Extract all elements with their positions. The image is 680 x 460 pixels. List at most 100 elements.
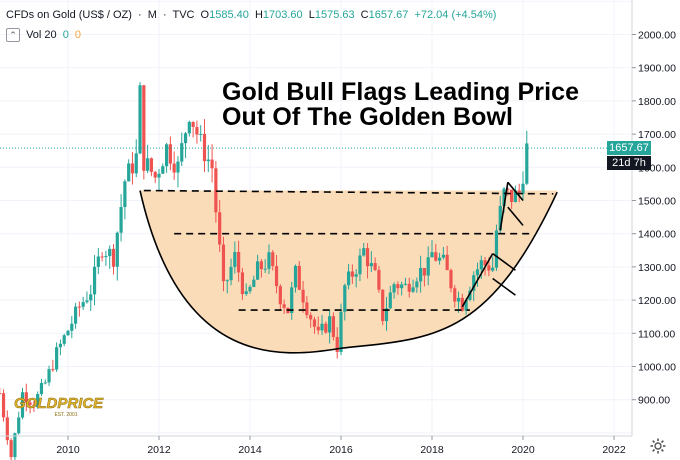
gear-icon[interactable] [650, 438, 666, 454]
interval[interactable]: M [147, 9, 157, 21]
candle-body [51, 369, 55, 371]
candle-body [271, 252, 275, 267]
candle-body [55, 347, 59, 370]
y-tick-label: 2000.00 [638, 30, 676, 42]
trend-lines [143, 189, 554, 311]
candle-body [320, 323, 324, 331]
candle-body [339, 311, 343, 352]
candle-body [89, 294, 93, 301]
candle-body [180, 143, 184, 162]
candle-body [199, 133, 203, 135]
x-tick-label: 2016 [329, 444, 353, 456]
x-tick-label: 2020 [511, 444, 535, 456]
candle-body [479, 260, 483, 270]
candle-body [384, 308, 389, 322]
candle-body [195, 127, 199, 135]
candle-body [377, 269, 381, 290]
candle-body [365, 248, 370, 267]
candle-body [487, 265, 491, 271]
candle-body [210, 159, 214, 169]
golden-bowl-outline [139, 190, 558, 354]
candle-body [123, 181, 127, 208]
candle-body [354, 274, 358, 277]
candle-body [453, 288, 457, 302]
candle-body [104, 256, 108, 258]
candle-body [502, 188, 506, 206]
candle-body [127, 163, 131, 182]
candle-body [221, 244, 226, 282]
candle-body [206, 159, 210, 162]
candle-body [297, 265, 301, 290]
candle-body [464, 299, 468, 311]
candle-body [468, 290, 472, 300]
candle-body [293, 265, 298, 288]
close-label: C [360, 9, 369, 21]
high-value: 1703.60 [262, 9, 303, 21]
candle-body [9, 440, 13, 458]
candle-body [229, 266, 233, 281]
symbol-name[interactable]: CFDs on Gold (US$ / OZ) [6, 9, 132, 21]
candle-body [517, 190, 521, 194]
candle-body [81, 302, 85, 307]
candle-body [331, 316, 336, 337]
low-label: L [308, 9, 315, 21]
data-source: TVC [172, 9, 195, 21]
y-tick-label: 1000.00 [638, 362, 676, 374]
candle-body [456, 297, 461, 302]
candle-body [161, 166, 165, 174]
candle-body [108, 248, 112, 257]
candle-body [157, 173, 161, 178]
candle-body [437, 257, 442, 261]
candle-body [225, 280, 229, 282]
flag-upper-line [492, 252, 516, 271]
candle-body [426, 257, 430, 276]
candle-body [430, 252, 434, 258]
candle-body [267, 252, 271, 269]
candle-body [324, 323, 328, 333]
open-label: O [200, 9, 210, 21]
candle-body [153, 171, 157, 178]
last-price-tag: 1657.67 [607, 141, 651, 156]
y-tick-label: 1100.00 [638, 328, 675, 340]
candle-body [449, 270, 453, 289]
candle-body [70, 323, 74, 331]
candle-body [13, 433, 17, 458]
candle-body [58, 343, 63, 348]
candle-body [335, 336, 339, 352]
volume-label[interactable]: Vol 20 [26, 28, 57, 41]
candle-body [282, 304, 286, 308]
candle-body [24, 392, 28, 403]
candle-body [400, 284, 404, 289]
candle-body [0, 393, 2, 395]
candle-body [263, 268, 267, 270]
y-tick-label: 1300.00 [638, 262, 676, 274]
candle-body [388, 292, 392, 309]
candle-body [392, 284, 396, 293]
x-tick-label: 2022 [602, 444, 626, 456]
y-tick-label: 1700.00 [638, 129, 676, 141]
candle-body [248, 286, 252, 292]
y-tick-label: 1200.00 [638, 295, 676, 307]
candle-body [244, 291, 248, 295]
candle-body [149, 158, 154, 172]
candle-body [176, 161, 180, 173]
candle-body [369, 263, 373, 267]
candle-body [96, 256, 100, 267]
collapse-chevron-icon[interactable]: ⌃ [6, 28, 20, 42]
candle-body [164, 144, 169, 167]
candle-body [5, 417, 9, 441]
candle-body [494, 230, 499, 268]
flag-pole [461, 253, 494, 308]
candle-body [138, 85, 142, 154]
candle-body [510, 189, 514, 203]
candle-body [373, 263, 377, 270]
open-value: 1585.40 [209, 9, 249, 21]
candle-body [172, 163, 176, 173]
candle-body [521, 183, 525, 194]
candle-body [483, 260, 487, 266]
candle-body [119, 207, 123, 233]
bull-flags [461, 181, 524, 308]
volume-value-2: 0 [74, 28, 82, 41]
